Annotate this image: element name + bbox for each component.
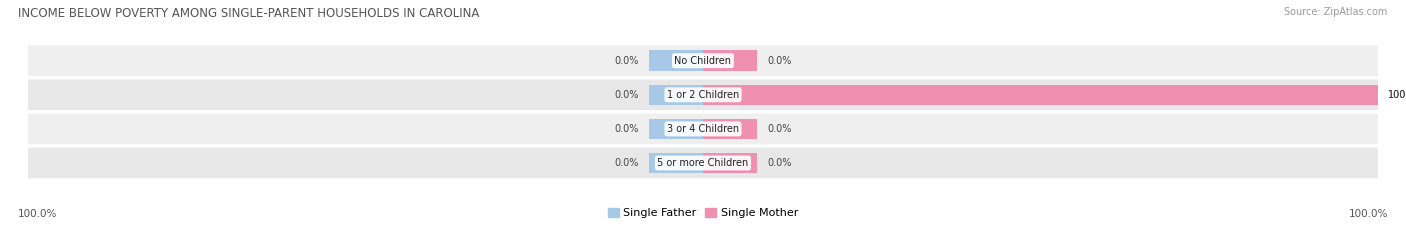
Text: Source: ZipAtlas.com: Source: ZipAtlas.com [1284,7,1388,17]
Bar [650,51,703,71]
Text: 3 or 4 Children: 3 or 4 Children [666,124,740,134]
FancyBboxPatch shape [28,148,1378,178]
Bar [650,119,703,139]
Text: 0.0%: 0.0% [614,158,638,168]
Bar [650,153,703,173]
Text: No Children: No Children [675,56,731,66]
Bar [703,85,1378,105]
Text: 0.0%: 0.0% [768,124,792,134]
Text: 0.0%: 0.0% [614,90,638,100]
Bar [703,119,756,139]
Text: 0.0%: 0.0% [768,158,792,168]
Text: INCOME BELOW POVERTY AMONG SINGLE-PARENT HOUSEHOLDS IN CAROLINA: INCOME BELOW POVERTY AMONG SINGLE-PARENT… [18,7,479,20]
Text: 100.0%: 100.0% [18,209,58,219]
Text: 100.0%: 100.0% [1388,90,1406,100]
Bar [703,51,756,71]
Text: 1 or 2 Children: 1 or 2 Children [666,90,740,100]
FancyBboxPatch shape [28,45,1378,76]
Text: 0.0%: 0.0% [614,124,638,134]
Text: 100.0%: 100.0% [1388,90,1406,100]
FancyBboxPatch shape [28,79,1378,110]
Text: 100.0%: 100.0% [1348,209,1388,219]
Text: 0.0%: 0.0% [614,56,638,66]
Bar [650,85,703,105]
Legend: Single Father, Single Mother: Single Father, Single Mother [603,203,803,223]
FancyBboxPatch shape [28,113,1378,144]
Text: 0.0%: 0.0% [768,56,792,66]
Text: 5 or more Children: 5 or more Children [658,158,748,168]
Bar [703,153,756,173]
